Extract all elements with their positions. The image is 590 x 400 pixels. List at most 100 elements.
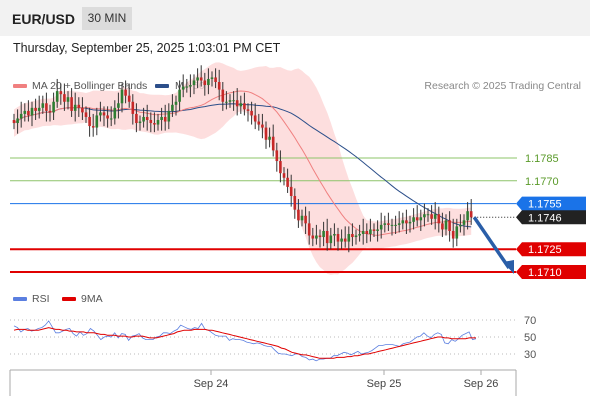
candle-body — [423, 214, 426, 218]
candle-body — [318, 235, 322, 238]
candle-body — [405, 220, 408, 224]
candle-body — [91, 126, 95, 128]
candle-body — [99, 112, 102, 116]
candle-body — [95, 115, 99, 128]
forecast-arrow-shaft — [472, 216, 511, 269]
header-bar: EUR/USD 30 MIN — [0, 0, 590, 36]
current-price-tag — [516, 210, 586, 225]
candle-body — [113, 107, 117, 119]
candle-body — [419, 217, 423, 221]
level-label-3: 1.1725 — [528, 244, 562, 256]
x-tick-label-1: Sep 25 — [367, 378, 402, 390]
level-tag-4 — [516, 265, 586, 279]
rsi-tick-1: 50 — [524, 332, 536, 344]
candle-body — [84, 112, 88, 117]
candle-body — [243, 103, 246, 110]
candle-body — [149, 120, 153, 124]
candle-body — [441, 223, 444, 230]
candle-body — [70, 97, 73, 111]
candle-body — [347, 234, 351, 242]
ma9-legend-swatch — [62, 297, 76, 301]
rsi-tick-0: 70 — [524, 315, 536, 327]
candle-body — [145, 116, 149, 120]
level-label-2: 1.1755 — [528, 199, 562, 211]
candle-body — [275, 150, 279, 162]
candle-body — [66, 97, 70, 102]
candle-body — [127, 95, 131, 102]
candle-body — [214, 77, 217, 82]
candle-body — [300, 215, 304, 221]
candle-body — [459, 224, 462, 227]
candle-body — [271, 136, 275, 151]
candle-body — [286, 177, 289, 187]
candle-body — [81, 107, 84, 113]
candle-body — [336, 234, 340, 242]
candle-body — [23, 110, 27, 114]
rsi-line — [13, 320, 477, 362]
candle-body — [369, 229, 372, 234]
candle-body — [289, 186, 293, 196]
candle-body — [30, 107, 34, 116]
candle-body — [239, 103, 243, 107]
candle-body — [415, 217, 419, 221]
candle-body — [48, 110, 52, 113]
candle-body — [387, 223, 390, 225]
level-tag-2 — [516, 196, 586, 211]
candle-body — [109, 118, 113, 120]
candle-body — [207, 78, 210, 86]
candle-body — [257, 121, 261, 125]
candle-body — [217, 82, 221, 90]
candle-body — [311, 235, 315, 239]
candle-body — [246, 109, 250, 111]
candle-body — [297, 209, 300, 221]
candle-body — [124, 89, 127, 96]
candle-body — [376, 229, 379, 231]
candle-body — [365, 230, 369, 234]
candle-body — [412, 217, 415, 222]
credit-text: Research © 2025 Trading Central — [424, 80, 581, 92]
candle-body — [343, 238, 347, 242]
candle-body — [16, 118, 19, 124]
candle-body — [437, 214, 441, 224]
candle-body — [261, 124, 264, 128]
candle-body — [63, 94, 66, 102]
candle-body — [354, 235, 358, 238]
candle-body — [19, 113, 23, 119]
forecast-arrow-head — [503, 260, 514, 274]
timeframe-button[interactable]: 30 MIN — [82, 7, 132, 30]
rsi-legend-label: RSI — [32, 293, 50, 305]
rsi-ma-line — [13, 327, 476, 359]
candle-body — [397, 223, 401, 225]
candle-body — [451, 230, 455, 239]
candle-body — [232, 100, 235, 102]
candle-body — [228, 100, 232, 102]
candle-body — [178, 89, 181, 102]
candle-body — [77, 104, 81, 108]
candle-body — [12, 120, 16, 124]
candle-body — [34, 107, 37, 111]
level-label-4: 1.1710 — [528, 267, 562, 279]
candle-body — [469, 211, 473, 218]
ma20-legend-swatch — [13, 84, 27, 88]
candle-body — [203, 80, 207, 86]
ma50-line — [13, 103, 472, 228]
current-price-label: 1.1746 — [528, 212, 562, 224]
candle-body — [466, 211, 469, 221]
candle-body — [45, 103, 48, 111]
bollinger-band — [14, 62, 472, 275]
candle-body — [408, 221, 412, 224]
candle-body — [235, 100, 239, 107]
candle-body — [88, 116, 91, 127]
ma9-legend-label: 9MA — [81, 293, 103, 305]
candle-body — [361, 230, 365, 234]
x-tick-label-2: Sep 26 — [464, 378, 499, 390]
candle-body — [41, 103, 45, 108]
candle-body — [390, 224, 394, 226]
candle-body — [167, 110, 171, 122]
rsi-tick-2: 30 — [524, 349, 536, 361]
candle-body — [372, 229, 376, 231]
candle-body — [52, 101, 55, 113]
candle-body — [55, 91, 59, 102]
candle-body — [138, 121, 142, 124]
